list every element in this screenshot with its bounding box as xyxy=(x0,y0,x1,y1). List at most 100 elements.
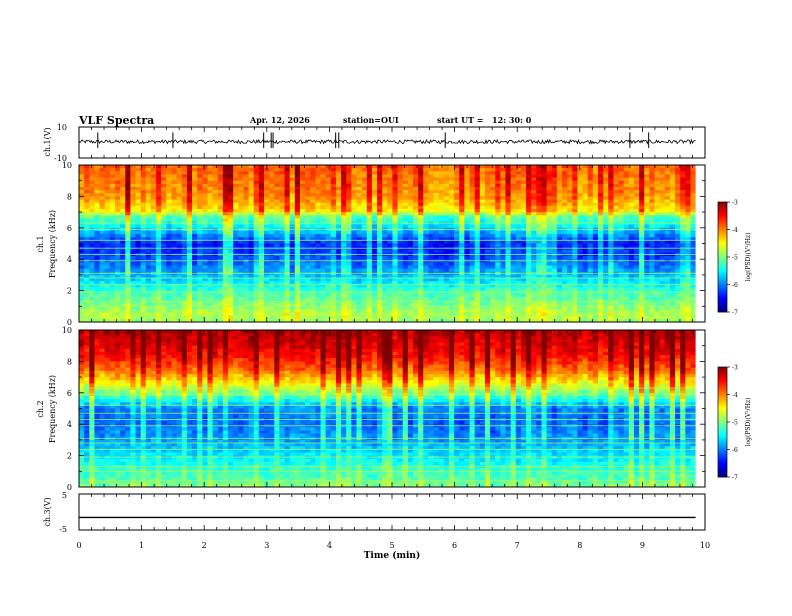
spectrogram-cell xyxy=(665,218,671,222)
spectrogram-cell xyxy=(613,231,619,235)
spectrogram-cell xyxy=(475,187,481,191)
spectrogram-cell xyxy=(624,206,630,210)
spectrogram-cell xyxy=(115,218,121,222)
spectrogram-cell xyxy=(552,190,558,194)
spectrogram-cell xyxy=(105,190,111,194)
spectrogram-cell xyxy=(197,244,203,248)
spectrogram-cell xyxy=(598,287,604,291)
spectrogram-cell xyxy=(413,168,419,172)
spectrogram-cell xyxy=(593,244,599,248)
spectrogram-cell xyxy=(120,269,126,273)
spectrogram-cell xyxy=(125,278,131,282)
spectrogram-cell xyxy=(105,212,111,216)
spectrogram-cell xyxy=(182,250,188,254)
spectrogram-cell xyxy=(94,174,100,178)
spectrogram-cell xyxy=(490,269,496,273)
spectrogram-cell xyxy=(536,196,542,200)
spectrogram-cell xyxy=(315,203,321,207)
spectrogram-cell xyxy=(526,262,532,266)
spectrogram-cell xyxy=(392,165,398,169)
spectrogram-cell xyxy=(634,212,640,216)
spectrogram-cell xyxy=(480,287,486,291)
spectrogram-cell xyxy=(161,200,167,204)
spectrogram-cell xyxy=(290,240,296,244)
spectrogram-cell xyxy=(531,215,537,219)
spectrogram-cell xyxy=(500,278,506,282)
spectrogram-cell xyxy=(567,225,573,229)
spectrogram-cell xyxy=(315,178,321,182)
spectrogram-cell xyxy=(331,209,337,213)
spectrogram-cell xyxy=(202,196,208,200)
spectrogram-cell xyxy=(120,234,126,238)
spectrogram-cell xyxy=(331,225,337,229)
spectrogram-cell xyxy=(547,178,553,182)
spectrogram-cell xyxy=(552,174,558,178)
spectrogram-cell xyxy=(341,209,347,213)
spectrogram-cell xyxy=(536,200,542,204)
spectrogram-cell xyxy=(94,203,100,207)
spectrogram-cell xyxy=(634,225,640,229)
spectrogram-cell xyxy=(449,181,455,185)
spectrogram-cell xyxy=(269,225,275,229)
spectrogram-cell xyxy=(536,168,542,172)
spectrogram-cell xyxy=(238,196,244,200)
spectrogram-cell xyxy=(295,212,301,216)
spectrogram-cell xyxy=(110,240,116,244)
spectrogram-cell xyxy=(182,212,188,216)
spectrogram-cell xyxy=(372,244,378,248)
spectrogram-cell xyxy=(500,171,506,175)
spectrogram-cell xyxy=(192,284,198,288)
spectrogram-cell xyxy=(89,209,95,213)
spectrogram-cell xyxy=(403,203,409,207)
spectrogram-cell xyxy=(79,269,85,273)
spectrogram-cell xyxy=(562,178,568,182)
spectrogram-cell xyxy=(79,203,85,207)
spectrogram-cell xyxy=(449,209,455,213)
spectrogram-cell xyxy=(100,234,106,238)
spectrogram-cell xyxy=(511,287,517,291)
spectrogram-cell xyxy=(171,168,177,172)
spectrogram-cell xyxy=(136,196,142,200)
spectrogram-cell xyxy=(392,244,398,248)
spectrogram-cell xyxy=(608,165,614,169)
spectrogram-cell xyxy=(387,284,393,288)
spectrogram-cell xyxy=(264,294,270,298)
spectrogram-cell xyxy=(495,234,501,238)
spectrogram-cell xyxy=(408,174,414,178)
spectrogram-cell xyxy=(608,178,614,182)
spectrogram-cell xyxy=(269,184,275,188)
spectrogram-cell xyxy=(680,256,686,260)
spectrogram-cell xyxy=(285,171,291,175)
spectrogram-cell xyxy=(675,215,681,219)
spectrogram-cell xyxy=(516,187,522,191)
spectrogram-cell xyxy=(603,168,609,172)
spectrogram-cell xyxy=(521,231,527,235)
spectrogram-cell xyxy=(690,174,696,178)
spectrogram-cell xyxy=(655,212,661,216)
spectrogram-cell xyxy=(603,234,609,238)
spectrogram-cell xyxy=(187,231,193,235)
spectrogram-cell xyxy=(521,209,527,213)
spectrogram-cell xyxy=(346,262,352,266)
spectrogram-cell xyxy=(367,218,373,222)
spectrogram-cell xyxy=(583,269,589,273)
spectrogram-cell xyxy=(413,165,419,169)
spectrogram-cell xyxy=(521,278,527,282)
spectrogram-cell xyxy=(197,184,203,188)
spectrogram-cell xyxy=(464,200,470,204)
spectrogram-cell xyxy=(634,278,640,282)
spectrogram-cell xyxy=(552,287,558,291)
spectrogram-cell xyxy=(84,240,90,244)
spectrogram-cell xyxy=(665,196,671,200)
spectrogram-cell xyxy=(356,206,362,210)
spectrogram-cell xyxy=(182,206,188,210)
spectrogram-cell xyxy=(223,265,229,269)
spectrogram-cell xyxy=(521,212,527,216)
spectrogram-cell xyxy=(598,200,604,204)
spectrogram-cell xyxy=(218,265,224,269)
spectrogram-cell xyxy=(541,234,547,238)
spectrogram-cell xyxy=(541,187,547,191)
spectrogram-cell xyxy=(439,262,445,266)
spectrogram-cell xyxy=(398,269,404,273)
spectrogram-cell xyxy=(639,278,645,282)
